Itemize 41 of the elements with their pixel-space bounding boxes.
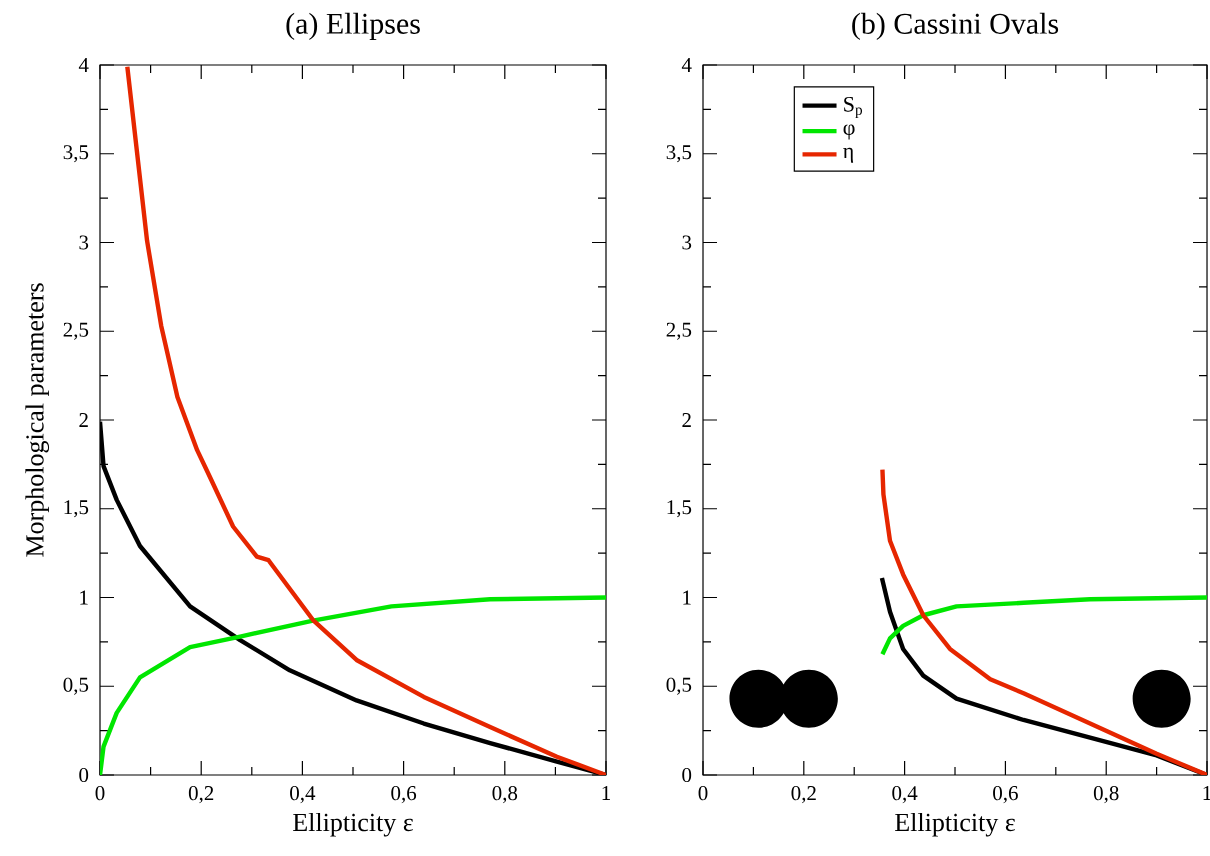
x-tick-label: 0: [698, 786, 708, 801]
y-axis-title: Morphological parameters: [25, 283, 50, 557]
x-axis-title: Ellipticity ε: [293, 812, 413, 837]
y-tick-label: 1,5: [64, 500, 89, 518]
x-tick-label: 1: [602, 786, 610, 800]
line-series: [100, 595, 606, 775]
line-series: [125, 64, 606, 775]
line-series: [880, 467, 1208, 775]
y-tick-label: 2,5: [63, 322, 89, 340]
y-tick-label: 3,5: [666, 145, 692, 163]
y-tick-label: 1,5: [667, 500, 692, 518]
x-tick-label: 0,2: [791, 786, 816, 804]
y-tick-label: 3: [79, 235, 89, 250]
x-tick-label: 0,8: [492, 786, 518, 804]
y-tick-label: 4: [681, 58, 692, 72]
y-tick-label: 3,5: [63, 145, 89, 163]
legend-label: S$_{p}$: [844, 96, 863, 118]
y-tick-label: 0: [682, 767, 692, 783]
y-tick-label: 0,5: [63, 677, 89, 695]
x-tick-label: 0,4: [892, 786, 918, 804]
legend-label: η: [843, 147, 854, 163]
x-tick-label: 0,4: [290, 786, 316, 804]
y-tick-label: 2,5: [666, 322, 692, 340]
x-tick-label: 0,2: [188, 786, 214, 804]
y-tick-label: 1: [683, 590, 691, 605]
y-tick-label: 3: [682, 235, 692, 250]
chart-title: (b) Cassini Ovals: [852, 12, 1059, 40]
y-tick-label: 2: [79, 413, 88, 427]
line-series: [880, 595, 1208, 657]
y-tick-label: 1: [80, 590, 88, 605]
y-tick-label: 2: [682, 413, 691, 427]
legend-label: φ: [843, 124, 855, 140]
x-tick-label: 0,8: [1093, 786, 1119, 804]
x-tick-label: 0,6: [391, 786, 417, 804]
y-tick-label: 4: [78, 58, 89, 72]
chart-title: (a) Ellipses: [286, 12, 420, 40]
x-tick-label: 0,6: [993, 786, 1018, 804]
y-tick-label: 0: [79, 767, 89, 783]
x-tick-label: 0: [95, 786, 105, 801]
y-tick-label: 0,5: [666, 677, 692, 695]
x-axis-title: Ellipticity ε: [895, 812, 1015, 837]
